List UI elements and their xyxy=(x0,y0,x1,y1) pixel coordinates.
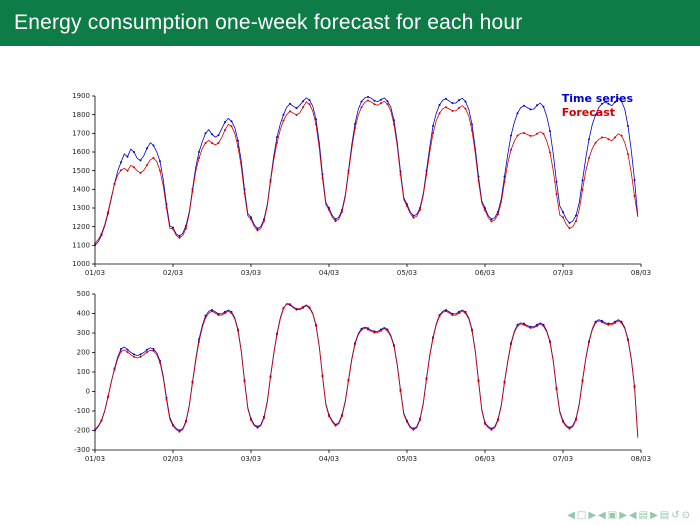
svg-text:04/03: 04/03 xyxy=(319,269,339,277)
svg-text:07/03: 07/03 xyxy=(553,455,573,463)
svg-text:08/03: 08/03 xyxy=(631,269,651,277)
svg-text:06/03: 06/03 xyxy=(475,455,495,463)
svg-text:1300: 1300 xyxy=(72,204,90,212)
svg-text:06/03: 06/03 xyxy=(475,269,495,277)
svg-text:300: 300 xyxy=(77,329,90,337)
svg-text:03/03: 03/03 xyxy=(241,269,261,277)
svg-text:1500: 1500 xyxy=(72,167,90,175)
svg-text:1800: 1800 xyxy=(72,111,90,119)
svg-text:01/03: 01/03 xyxy=(85,269,105,277)
nav-section-icon[interactable]: ▤ xyxy=(638,510,651,521)
svg-text:200: 200 xyxy=(77,349,90,357)
svg-text:05/03: 05/03 xyxy=(397,269,417,277)
bottom-chart: -300 -200 -100 0 100 200 300 400 500 01/03 02/03 03… xyxy=(55,286,655,466)
svg-text:1100: 1100 xyxy=(72,242,90,250)
nav-doc-icon[interactable]: ▤ xyxy=(659,510,672,521)
nav-slide-icon[interactable]: □ xyxy=(576,510,589,521)
svg-text:07/03: 07/03 xyxy=(553,269,573,277)
svg-text:1700: 1700 xyxy=(72,130,90,138)
nav-section-prev-icon[interactable]: ◀ xyxy=(628,510,639,521)
nav-frame-icon[interactable]: ▣ xyxy=(607,510,620,521)
nav-frame-next-icon[interactable]: ▶ xyxy=(619,510,629,521)
svg-text:05/03: 05/03 xyxy=(397,455,417,463)
legend: Time series Forecast xyxy=(562,92,633,120)
nav-find-icon[interactable]: ⊙ xyxy=(681,510,692,521)
svg-text:02/03: 02/03 xyxy=(163,269,183,277)
svg-text:1900: 1900 xyxy=(72,92,90,100)
svg-text:1000: 1000 xyxy=(72,260,90,268)
nav-slide-next-icon[interactable]: ▶ xyxy=(588,510,599,521)
nav-section-next-icon[interactable]: ▶ xyxy=(650,510,660,521)
slide-title: Energy consumption one-week forecast for… xyxy=(14,11,523,34)
top-chart-canvas: 1000 1100 1200 1300 1400 1500 1600 1700 1800 1900… xyxy=(72,92,651,277)
nav-back-icon[interactable]: ↺ xyxy=(671,510,682,521)
svg-text:-300: -300 xyxy=(74,446,90,454)
slide-title-bar: Energy consumption one-week forecast for… xyxy=(0,0,700,46)
svg-text:1400: 1400 xyxy=(72,186,90,194)
svg-text:1600: 1600 xyxy=(72,148,90,156)
svg-text:03/03: 03/03 xyxy=(241,455,261,463)
svg-text:01/03: 01/03 xyxy=(85,455,105,463)
beamer-nav-bar: ◀□▶◀▣▶◀▤▶▤↺⊙ xyxy=(567,510,692,521)
legend-item-forecast: Forecast xyxy=(561,106,616,119)
svg-text:-200: -200 xyxy=(74,427,90,435)
svg-text:400: 400 xyxy=(77,310,90,318)
nav-slide-prev-icon[interactable]: ◀ xyxy=(567,510,577,521)
svg-text:0: 0 xyxy=(86,388,90,396)
svg-text:1200: 1200 xyxy=(72,223,90,231)
svg-text:-100: -100 xyxy=(74,407,90,415)
svg-text:02/03: 02/03 xyxy=(163,455,183,463)
svg-text:100: 100 xyxy=(77,368,90,376)
legend-item-time-series: Time series xyxy=(561,92,633,105)
bottom-chart-canvas: -300 -200 -100 0 100 200 300 400 500 01/03 02/03 03… xyxy=(74,290,651,463)
svg-text:500: 500 xyxy=(77,290,90,298)
top-chart: Time series Forecast 1000 1100 1200 1300 140… xyxy=(55,88,655,280)
svg-text:04/03: 04/03 xyxy=(319,455,339,463)
nav-frame-prev-icon[interactable]: ◀ xyxy=(598,510,608,521)
svg-text:08/03: 08/03 xyxy=(631,455,651,463)
